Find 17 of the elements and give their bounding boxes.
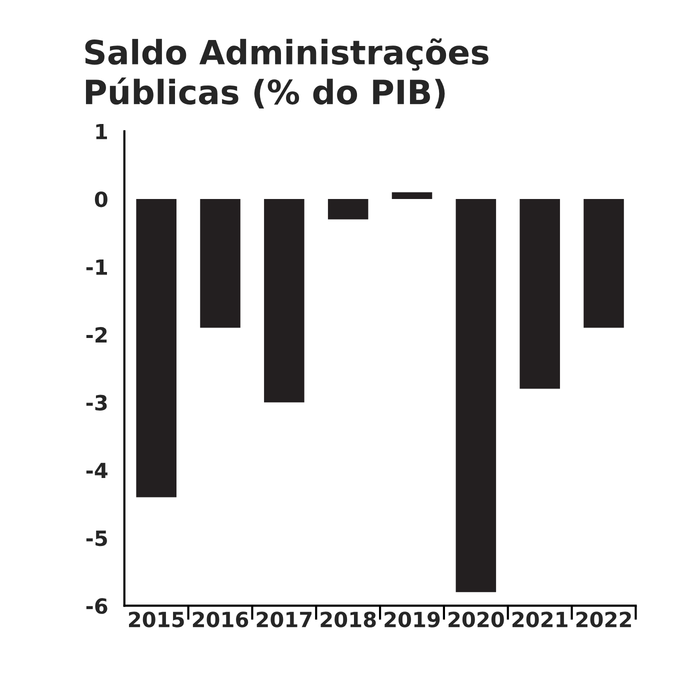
- x-tick-label: 2022: [576, 612, 631, 628]
- x-tick-label: 2016: [192, 612, 248, 628]
- x-tick-label: 2015: [128, 612, 184, 628]
- x-tick-label: 2020: [448, 612, 504, 628]
- y-tick-label: 0: [94, 191, 108, 208]
- y-tick-label: 1: [96, 124, 107, 140]
- y-tick-label: -3: [86, 394, 107, 411]
- x-tick-label: 2018: [320, 612, 376, 628]
- y-tick-label: -4: [86, 462, 108, 478]
- y-tick-label: -6: [86, 598, 108, 614]
- y-tick-label: -1: [86, 260, 107, 275]
- x-tick-label: 2017: [256, 612, 312, 628]
- x-tick-label: 2021: [512, 612, 568, 628]
- y-tick-label: -5: [86, 530, 107, 546]
- y-tick-label: -2: [86, 327, 107, 342]
- x-tick-label: 2019: [384, 612, 440, 628]
- chart-title: Saldo Administrações Públicas (% do PIB): [85, 38, 488, 109]
